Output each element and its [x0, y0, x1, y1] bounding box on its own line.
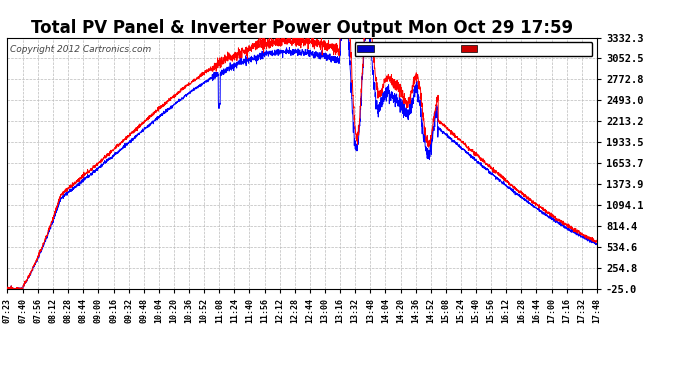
Legend: Grid (AC Watts), PV Panels (DC Watts): Grid (AC Watts), PV Panels (DC Watts) — [355, 42, 592, 56]
Text: Copyright 2012 Cartronics.com: Copyright 2012 Cartronics.com — [10, 45, 151, 54]
Title: Total PV Panel & Inverter Power Output Mon Oct 29 17:59: Total PV Panel & Inverter Power Output M… — [31, 20, 573, 38]
